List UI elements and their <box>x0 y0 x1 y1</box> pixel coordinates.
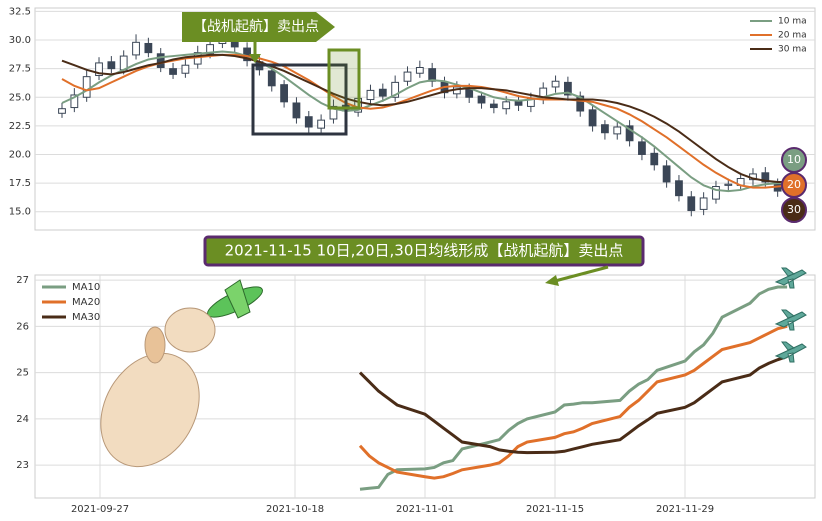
x-tick-label: 2021-09-27 <box>71 504 129 515</box>
arrow-head <box>545 275 559 286</box>
candle-body <box>477 95 486 104</box>
dog-body <box>100 352 200 468</box>
highlight-box <box>327 48 361 110</box>
candle-body <box>650 152 659 166</box>
candle-body <box>156 53 165 69</box>
y-tick-label: 17.5 <box>9 178 31 189</box>
candle-body <box>687 196 696 212</box>
y-tick-label: 20.0 <box>9 149 31 160</box>
legend-label: 20 ma <box>778 31 807 41</box>
candle-body <box>144 42 153 54</box>
line <box>358 324 788 480</box>
legend-label: 10 ma <box>778 17 807 27</box>
candle-body <box>181 64 190 74</box>
candle-body <box>82 76 91 98</box>
candle-body <box>70 94 79 109</box>
candle-body <box>712 186 720 200</box>
candle-body <box>169 68 177 75</box>
y-tick-label: 32.5 <box>9 6 31 17</box>
legend-label: MA20 <box>72 297 100 308</box>
x-tick-label: 2021-11-15 <box>526 504 584 515</box>
candle-body <box>366 89 375 101</box>
arrow <box>554 265 609 283</box>
candle-body <box>329 105 338 120</box>
banner <box>203 235 645 267</box>
line <box>358 355 788 455</box>
highlight-box <box>251 63 348 136</box>
x-tick-label: 2021-11-29 <box>656 504 714 515</box>
y-tick-label: 30.0 <box>9 35 31 46</box>
y-tick-label: 23 <box>16 460 29 471</box>
candle-body <box>280 84 288 103</box>
legend-label: MA30 <box>72 312 100 323</box>
y-tick-label: 25 <box>16 368 29 379</box>
candle-body <box>391 81 400 98</box>
badge-label: 10 <box>787 153 801 166</box>
candle-body <box>564 81 572 96</box>
candle-body <box>206 44 214 55</box>
badge-label: 30 <box>787 203 801 216</box>
plane <box>774 267 807 289</box>
y-tick-label: 22.5 <box>9 121 31 132</box>
y-tick-label: 24 <box>16 414 29 425</box>
annotation: 【战机起航】卖出点 <box>193 19 319 35</box>
y-tick-label: 25.0 <box>9 92 31 103</box>
candle-body <box>378 88 387 97</box>
candle-body <box>415 67 424 74</box>
candle-body <box>304 116 313 128</box>
candle-body <box>724 183 733 186</box>
ma-line <box>61 53 791 189</box>
candle-body <box>601 124 609 134</box>
top-plot-area <box>34 7 816 231</box>
candle-body <box>132 41 140 56</box>
candle-body <box>489 103 498 109</box>
x-tick-label: 2021-10-18 <box>266 504 324 515</box>
candle-body <box>502 101 511 110</box>
candle-body <box>58 108 66 114</box>
line <box>359 285 788 491</box>
candle-body <box>551 80 560 88</box>
candle-body <box>662 165 671 183</box>
candle-body <box>761 172 770 183</box>
candle-body <box>576 95 585 112</box>
candle-body <box>107 61 116 70</box>
legend-label: MA10 <box>72 282 100 293</box>
dog-head <box>164 307 216 353</box>
candle-body <box>699 197 708 210</box>
dog <box>100 307 216 468</box>
candle-body <box>638 141 646 155</box>
candle-body <box>403 71 412 82</box>
ma-line <box>61 50 790 193</box>
arrow-banner <box>182 12 335 42</box>
plane-wing <box>224 279 251 319</box>
legend-label: 30 ma <box>778 45 807 55</box>
y-tick-label: 26 <box>16 321 29 332</box>
x-tick-label: 2021-11-01 <box>396 504 454 515</box>
candle-body <box>625 125 634 142</box>
plane <box>774 309 807 331</box>
plane-green <box>207 279 263 319</box>
y-tick-label: 27 <box>16 275 29 286</box>
badge <box>781 197 807 223</box>
candle-body <box>95 62 103 77</box>
arrow-head <box>249 54 261 63</box>
candle-body <box>292 102 301 119</box>
candle-body <box>613 126 622 135</box>
plane <box>774 341 807 363</box>
top-chart: 15.0 17.5 20.0 22.5 25.0 27.5 30.0 32.5 10 ma 20 … <box>9 6 815 223</box>
badge-label: 20 <box>787 178 801 191</box>
candle-body <box>675 180 683 197</box>
plane-icons <box>774 267 807 363</box>
ma-line <box>61 53 790 183</box>
banner-text: 2021-11-15 10日,20日,30日均线形成【战机起航】卖出点 <box>225 242 624 260</box>
candle-body <box>267 70 276 87</box>
candle-body <box>428 68 437 82</box>
candle-body <box>317 119 326 129</box>
candle-body <box>588 109 597 127</box>
y-tick-label: 27.5 <box>9 64 31 75</box>
y-tick-label: 15.0 <box>9 207 31 218</box>
dog-ear <box>144 326 166 364</box>
